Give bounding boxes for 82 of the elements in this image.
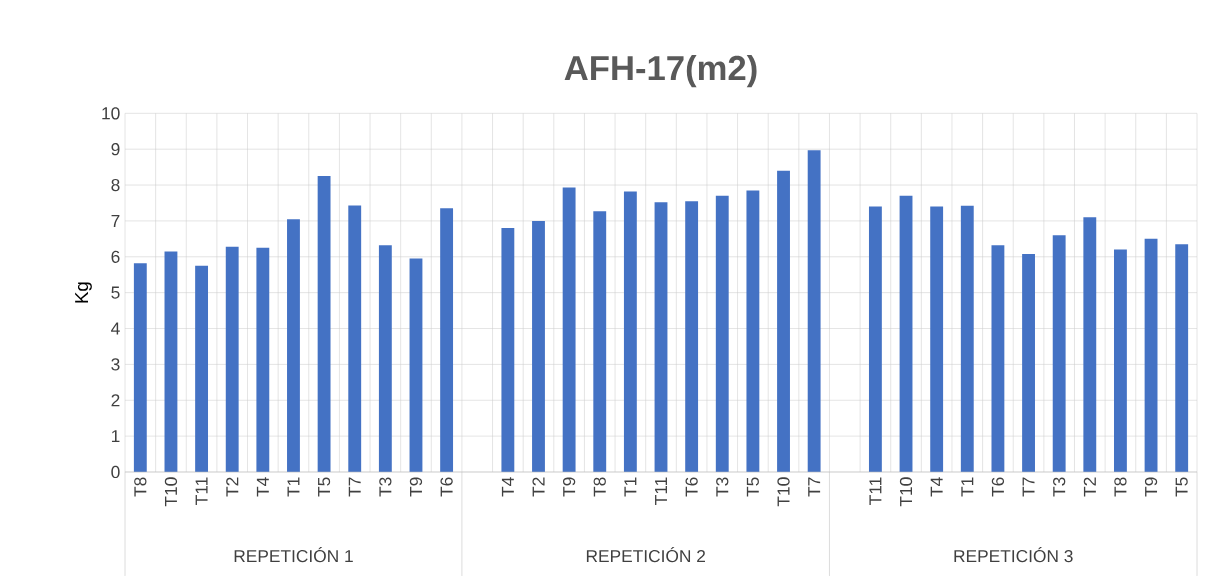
x-tick-label: T1 xyxy=(287,477,300,497)
x-tick-label: T2 xyxy=(1083,477,1096,497)
bar xyxy=(164,251,178,472)
bar xyxy=(348,205,362,472)
x-tick-label: T1 xyxy=(961,477,974,497)
bar xyxy=(256,247,270,472)
bar xyxy=(715,195,729,472)
bar xyxy=(532,220,545,472)
x-tick-label: T4 xyxy=(501,477,514,497)
bar xyxy=(685,201,699,472)
y-tick-label: 1 xyxy=(111,430,120,443)
x-tick-label: T8 xyxy=(593,477,606,497)
text: REPETICIÓN 3 xyxy=(954,547,1073,563)
y-tick-label: 10 xyxy=(102,107,120,120)
x-tick-label: T8 xyxy=(134,477,147,497)
y-tick-label: 9 xyxy=(111,143,120,156)
bar xyxy=(654,202,668,472)
bar xyxy=(930,206,944,472)
bar xyxy=(593,211,607,472)
x-tick-label: T5 xyxy=(746,477,759,497)
bar xyxy=(746,190,760,472)
x-tick-label: T5 xyxy=(1175,477,1188,497)
x-tick-label: T10 xyxy=(777,477,790,507)
bar xyxy=(225,246,239,472)
x-tick-label: T2 xyxy=(532,477,545,497)
y-tick-label: 8 xyxy=(111,178,120,192)
text: REPETICIÓN 1 xyxy=(234,547,353,563)
x-tick-label: T6 xyxy=(991,477,1005,497)
bar xyxy=(562,187,576,472)
bar xyxy=(317,176,331,472)
x-tick-label: T10 xyxy=(164,477,178,507)
x-tick-label: T11 xyxy=(869,477,882,505)
x-tick-label: T2 xyxy=(226,477,239,497)
y-tick-label: 6 xyxy=(111,250,120,263)
bar xyxy=(1022,253,1035,472)
bar xyxy=(501,228,515,472)
y-tick-label: 3 xyxy=(111,358,120,371)
bar xyxy=(1052,235,1066,472)
bar xyxy=(440,208,454,472)
y-axis-title: Kg xyxy=(75,282,92,303)
bar xyxy=(287,219,300,472)
bar xyxy=(960,205,974,472)
bar xyxy=(807,150,821,472)
bar xyxy=(623,191,637,472)
bar xyxy=(991,245,1005,472)
y-tick-label: 4 xyxy=(111,322,120,335)
bar xyxy=(409,258,423,472)
bar xyxy=(195,265,209,472)
y-tick-label: 5 xyxy=(111,286,120,299)
bar xyxy=(899,195,913,472)
bar xyxy=(1175,244,1189,472)
bar xyxy=(1114,249,1127,472)
x-tick-label: T11 xyxy=(195,477,208,505)
text: REPETICIÓN 2 xyxy=(586,547,705,563)
x-tick-label: T4 xyxy=(256,477,269,497)
x-tick-label: T3 xyxy=(1053,477,1066,497)
y-tick-label: 7 xyxy=(111,214,120,227)
bar xyxy=(1083,217,1097,472)
x-tick-label: T1 xyxy=(624,477,637,497)
chart-title: AFH-17(m2) xyxy=(564,54,757,88)
x-tick-label: T7 xyxy=(348,477,361,497)
x-tick-label: T3 xyxy=(379,477,392,497)
x-tick-label: T8 xyxy=(1114,477,1127,497)
x-tick-label: T9 xyxy=(409,477,423,497)
x-tick-label: T9 xyxy=(562,477,576,497)
x-tick-label: T5 xyxy=(318,477,331,497)
bar xyxy=(777,170,790,472)
x-tick-label: T10 xyxy=(899,477,913,507)
bar xyxy=(868,206,882,472)
x-tick-label: T6 xyxy=(440,477,453,497)
x-tick-label: T9 xyxy=(1144,477,1158,497)
x-tick-label: T7 xyxy=(1022,477,1035,497)
x-tick-label: T6 xyxy=(685,477,698,497)
x-tick-label: T11 xyxy=(655,477,667,505)
x-tick-label: T4 xyxy=(930,477,943,497)
bar xyxy=(1144,238,1158,472)
bar xyxy=(378,245,392,472)
y-tick-label: 0 xyxy=(111,465,120,479)
bar xyxy=(133,263,147,472)
y-tick-label: 2 xyxy=(111,394,120,407)
x-tick-label: T3 xyxy=(716,477,729,497)
x-tick-label: T7 xyxy=(808,477,821,497)
